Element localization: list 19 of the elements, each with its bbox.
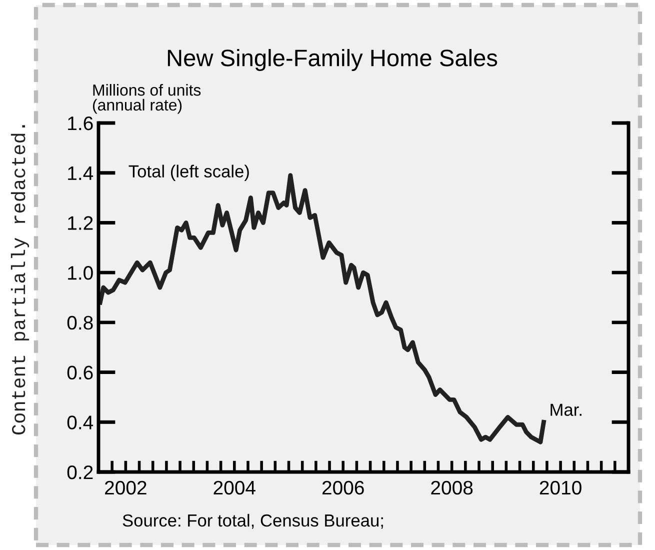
y-tick-label: 0.2 xyxy=(67,465,93,480)
y-tick-label: 1.6 xyxy=(68,116,93,130)
y-tick-label: 0.4 xyxy=(67,416,94,430)
x-tick-label: 2008 xyxy=(431,480,473,495)
y-tick-label: 1.0 xyxy=(68,266,93,280)
text: Content partially redacted. xyxy=(10,125,30,434)
x-tick-label: 2010 xyxy=(540,480,582,495)
y-tick-label: 0.8 xyxy=(67,316,93,330)
y-tick-label: 0.6 xyxy=(67,366,93,380)
annotation: Mar. xyxy=(550,404,582,416)
x-tick-label: 2002 xyxy=(105,480,146,495)
y-tick-label: 1.2 xyxy=(68,216,93,230)
chart-title: New Single-Family Home Sales xyxy=(168,48,498,72)
series-label: Total (left scale) xyxy=(128,164,249,181)
source-note: Source: For total, Census Bureau; xyxy=(122,514,383,529)
x-tick-label: 2006 xyxy=(322,480,364,495)
x-tick-label: 2004 xyxy=(214,480,256,495)
y-axis-title: Millions of units (annual rate) xyxy=(92,84,201,114)
y-tick-label: 1.4 xyxy=(68,166,94,180)
